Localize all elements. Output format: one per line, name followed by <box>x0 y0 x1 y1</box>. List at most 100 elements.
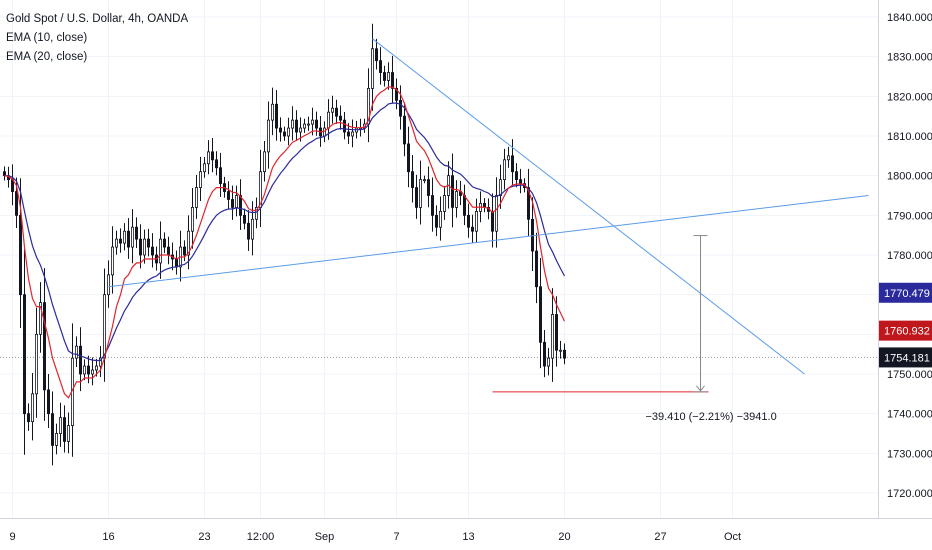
price-badge-ema20[interactable] <box>879 282 932 303</box>
candle-body[interactable] <box>290 119 294 129</box>
candle-body[interactable] <box>158 238 162 264</box>
candle-body[interactable] <box>218 167 222 185</box>
candle-body[interactable] <box>426 179 430 196</box>
candle-body[interactable] <box>350 131 354 137</box>
candle-body[interactable] <box>390 72 394 89</box>
candle-body[interactable] <box>127 230 131 248</box>
candle-body[interactable] <box>35 333 39 395</box>
candle-body[interactable] <box>242 214 246 224</box>
candle-body[interactable] <box>182 246 186 256</box>
candle-body[interactable] <box>198 171 202 188</box>
candle-body[interactable] <box>543 341 547 367</box>
candle-body[interactable] <box>95 365 99 371</box>
candle-body[interactable] <box>194 187 198 208</box>
candle-body[interactable] <box>266 119 270 153</box>
price-axis[interactable] <box>878 0 932 550</box>
candle-body[interactable] <box>430 195 434 216</box>
candle-body[interactable] <box>302 123 306 129</box>
candle-body[interactable] <box>226 191 230 200</box>
candle-body[interactable] <box>134 226 138 240</box>
candle-body[interactable] <box>262 151 266 173</box>
candle-body[interactable] <box>454 191 458 208</box>
candle-body[interactable] <box>559 349 563 352</box>
candle-body[interactable] <box>142 238 146 256</box>
ema10-legend[interactable]: EMA (10, close) <box>6 32 88 44</box>
candle-body[interactable] <box>326 111 330 129</box>
candle-body[interactable] <box>547 357 551 367</box>
ema10-line[interactable] <box>4 86 566 399</box>
candle-body[interactable] <box>342 119 346 133</box>
candle-body[interactable] <box>39 302 43 335</box>
candle-body[interactable] <box>3 171 7 177</box>
candle-body[interactable] <box>214 159 218 169</box>
candle-body[interactable] <box>234 195 238 208</box>
candle-body[interactable] <box>410 171 414 188</box>
candle-body[interactable] <box>79 345 83 375</box>
candle-body[interactable] <box>26 413 30 422</box>
candle-body[interactable] <box>130 226 134 248</box>
candle-body[interactable] <box>438 210 442 228</box>
candle-body[interactable] <box>490 210 494 232</box>
candle-body[interactable] <box>107 274 111 296</box>
candle-body[interactable] <box>370 48 374 89</box>
candle-body[interactable] <box>330 107 334 113</box>
candle-body[interactable] <box>555 314 559 351</box>
candle-body[interactable] <box>378 60 382 73</box>
candle-body[interactable] <box>531 218 535 252</box>
candle-body[interactable] <box>346 131 350 137</box>
candle-body[interactable] <box>123 230 127 244</box>
candle-body[interactable] <box>470 226 474 232</box>
candle-body[interactable] <box>254 206 258 220</box>
candle-body[interactable] <box>190 206 194 232</box>
candle-body[interactable] <box>138 238 142 256</box>
candle-body[interactable] <box>418 179 422 208</box>
candle-body[interactable] <box>394 88 398 101</box>
candle-body[interactable] <box>166 246 170 256</box>
candle-body[interactable] <box>91 369 95 375</box>
candle-body[interactable] <box>63 417 67 442</box>
candle-body[interactable] <box>150 246 154 256</box>
candle-body[interactable] <box>270 103 274 121</box>
candle-body[interactable] <box>75 345 79 359</box>
price-badge-ema10[interactable] <box>879 320 932 341</box>
candle-body[interactable] <box>230 199 234 208</box>
candle-body[interactable] <box>502 159 506 181</box>
candle-body[interactable] <box>527 187 531 220</box>
candle-body[interactable] <box>119 238 123 244</box>
candle-body[interactable] <box>103 294 107 359</box>
candle-body[interactable] <box>111 246 115 276</box>
candle-body[interactable] <box>174 258 178 268</box>
candle-body[interactable] <box>422 179 426 182</box>
candle-body[interactable] <box>162 238 166 248</box>
candle-body[interactable] <box>322 127 326 137</box>
candle-body[interactable] <box>442 195 446 212</box>
candle-body[interactable] <box>83 365 87 375</box>
candle-body[interactable] <box>310 119 314 125</box>
candle-body[interactable] <box>298 127 302 133</box>
candle-body[interactable] <box>30 393 34 423</box>
ema20-line[interactable] <box>4 102 566 362</box>
candle-body[interactable] <box>286 127 290 137</box>
candle-body[interactable] <box>115 238 119 248</box>
candle-body[interactable] <box>314 119 318 129</box>
candle-body[interactable] <box>306 123 310 126</box>
candle-body[interactable] <box>210 151 214 161</box>
candle-body[interactable] <box>206 151 210 165</box>
candle-body[interactable] <box>59 417 63 434</box>
candle-body[interactable] <box>250 218 254 240</box>
candle-body[interactable] <box>450 175 454 208</box>
candle-body[interactable] <box>506 155 510 161</box>
candle-body[interactable] <box>498 179 502 196</box>
price-badge-last[interactable] <box>879 347 932 368</box>
ema20-legend[interactable]: EMA (20, close) <box>6 51 88 63</box>
candle-body[interactable] <box>563 349 567 359</box>
candle-body[interactable] <box>22 294 26 415</box>
candle-body[interactable] <box>374 48 378 62</box>
candle-body[interactable] <box>398 99 402 117</box>
candle-body[interactable] <box>238 195 242 216</box>
candle-body[interactable] <box>274 103 278 129</box>
rising-trendline[interactable] <box>108 195 869 288</box>
candle-body[interactable] <box>406 143 410 173</box>
